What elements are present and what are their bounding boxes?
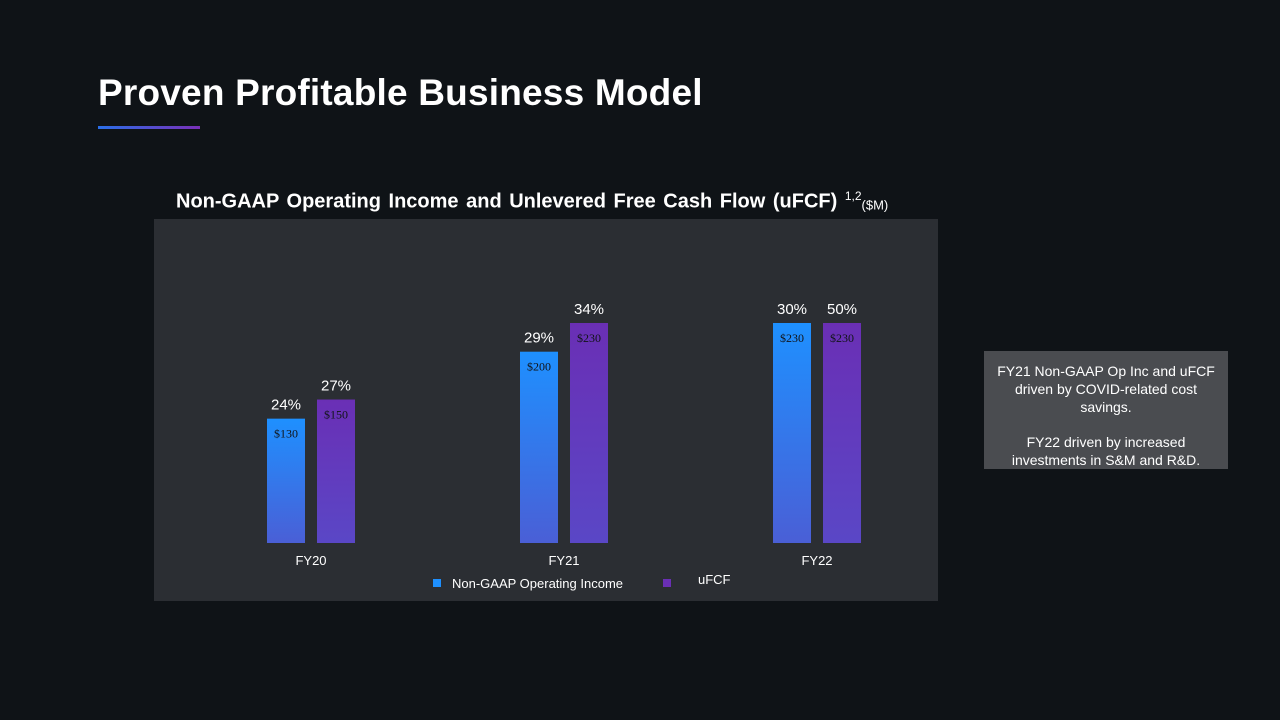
- legend-swatch-series-0: [433, 579, 441, 587]
- note-line-2: FY22 driven by increased investments in …: [1011, 434, 1201, 468]
- margin-label-fy22-series-1: 50%: [827, 301, 857, 318]
- legend-label-series-0: Non-GAAP Operating Income: [452, 576, 623, 591]
- margin-label-fy20-series-1: 27%: [321, 378, 351, 395]
- chart-title-footnote: 1,2: [844, 189, 862, 203]
- value-label-fy20-series-1: $150: [324, 408, 348, 422]
- chart-title: Non-GAAP Operating Income and Unlevered …: [176, 189, 888, 214]
- bar-fy22-series-0: [773, 323, 811, 543]
- x-tick-label-fy20: FY20: [295, 553, 326, 568]
- chart-panel: $130 24% $150 27% FY20 $200 29% $230 34% FY21 $230…: [154, 219, 938, 601]
- legend-label-series-1: uFCF: [698, 572, 731, 587]
- legend-swatch-series-1: [663, 579, 671, 587]
- note-box: FY21 Non-GAAP Op Inc and uFCF driven by …: [984, 351, 1228, 469]
- value-label-fy20-series-0: $130: [274, 427, 298, 441]
- bar-fy20-series-1: [317, 399, 355, 543]
- value-label-fy21-series-0: $200: [527, 360, 551, 374]
- bar-fy21-series-0: [520, 351, 558, 543]
- note-line-1: FY21 Non-GAAP Op Inc and uFCF driven by …: [997, 363, 1215, 415]
- chart-title-text: Non-GAAP Operating Income and Unlevered …: [176, 190, 838, 213]
- x-tick-label-fy22: FY22: [801, 553, 832, 568]
- margin-label-fy20-series-0: 24%: [271, 397, 301, 414]
- bar-fy20-series-0: [267, 418, 305, 543]
- margin-label-fy22-series-0: 30%: [777, 301, 807, 318]
- slide-title: Proven Profitable Business Model: [98, 72, 703, 113]
- title-underline: [98, 126, 200, 129]
- bar-fy21-series-1: [570, 323, 608, 543]
- margin-label-fy21-series-1: 34%: [574, 301, 604, 318]
- value-label-fy22-series-0: $230: [780, 331, 804, 345]
- value-label-fy22-series-1: $230: [830, 331, 854, 345]
- x-tick-label-fy21: FY21: [548, 553, 579, 568]
- value-label-fy21-series-1: $230: [577, 331, 601, 345]
- bar-chart: $130 24% $150 27% FY20 $200 29% $230 34% FY21 $230…: [267, 301, 861, 591]
- chart-title-unit: ($M): [861, 197, 889, 213]
- margin-label-fy21-series-0: 29%: [524, 330, 554, 347]
- bar-fy22-series-1: [823, 323, 861, 543]
